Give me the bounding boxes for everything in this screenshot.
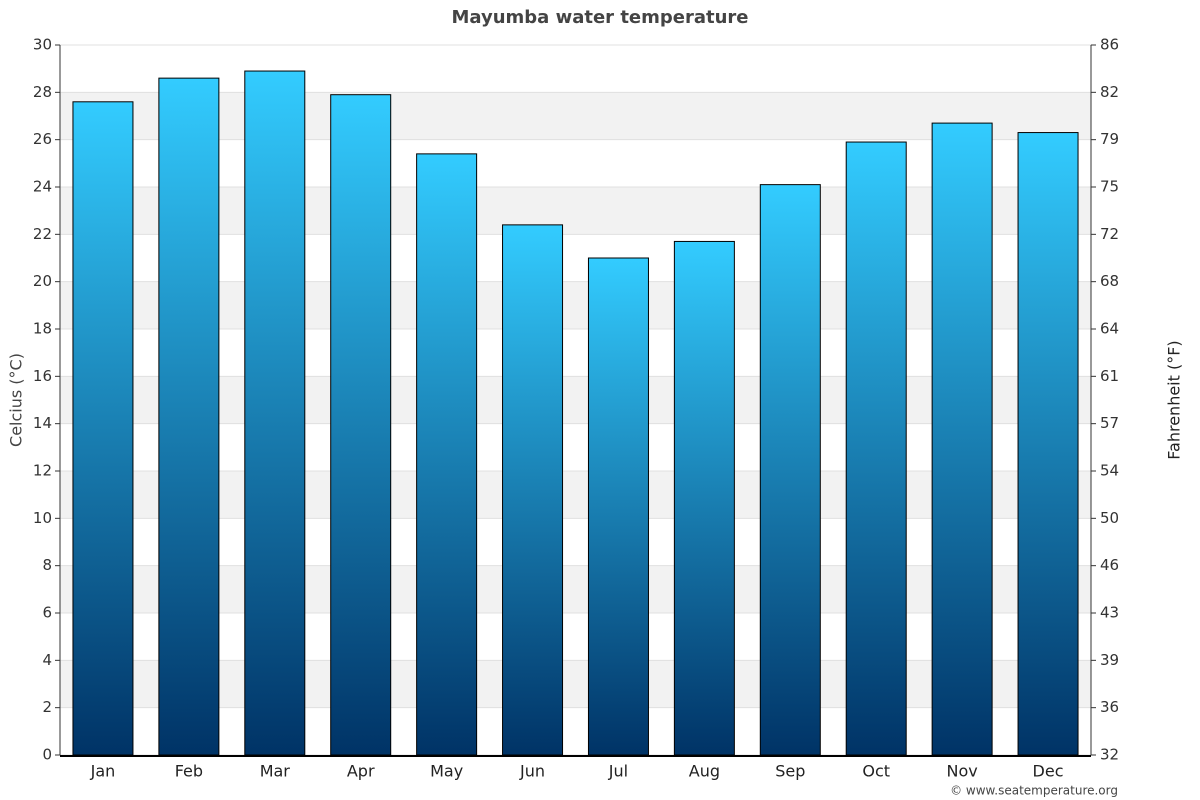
y-tick-label: 26 <box>33 130 52 148</box>
bar <box>72 101 134 756</box>
x-tick-label: Apr <box>347 762 375 781</box>
x-tick-label: Nov <box>947 762 978 781</box>
y-tick-label: 12 <box>33 462 52 480</box>
bar <box>931 122 993 756</box>
y2-tick-label: 64 <box>1100 320 1119 338</box>
x-tick-label: Mar <box>260 762 291 781</box>
y-tick-label: 6 <box>42 604 52 622</box>
y2-tick-label: 36 <box>1100 698 1119 716</box>
grid-band <box>60 281 1091 329</box>
bar <box>587 257 649 756</box>
y2-tick-label: 72 <box>1100 225 1119 243</box>
y2-axis-label: Fahrenheit (°F) <box>1165 340 1184 459</box>
bar <box>244 70 306 756</box>
y2-tick-label: 43 <box>1100 604 1119 622</box>
y-tick-label: 30 <box>33 36 52 54</box>
y2-tick-label: 57 <box>1100 414 1119 432</box>
bar <box>759 184 821 756</box>
y2-tick-label: 68 <box>1100 272 1119 290</box>
x-tick-label: Jan <box>90 762 116 781</box>
x-tick-label: Jul <box>608 762 628 781</box>
chart-title: Mayumba water temperature <box>451 7 748 28</box>
grid-band <box>60 376 1091 424</box>
y-tick-label: 20 <box>33 272 52 290</box>
bar <box>416 153 478 756</box>
y2-tick-label: 61 <box>1100 367 1119 385</box>
bar <box>845 141 907 756</box>
x-tick-label: Dec <box>1033 762 1064 781</box>
bar <box>502 224 564 756</box>
y2-tick-label: 39 <box>1100 651 1119 669</box>
y2-tick-label: 54 <box>1100 462 1119 480</box>
y-tick-label: 10 <box>33 509 52 527</box>
y2-tick-label: 50 <box>1100 509 1119 527</box>
x-tick-label: Feb <box>175 762 203 781</box>
x-tick-label: Jun <box>519 762 545 781</box>
x-tick-label: Sep <box>775 762 805 781</box>
y2-tick-label: 79 <box>1100 130 1119 148</box>
x-tick-label: Oct <box>862 762 890 781</box>
grid-band <box>60 565 1091 613</box>
y-tick-label: 24 <box>33 178 52 196</box>
x-tick-label: May <box>430 762 463 781</box>
grid-band <box>60 660 1091 708</box>
grid-band <box>60 471 1091 519</box>
plot-background <box>60 44 1091 756</box>
y-tick-label: 0 <box>42 746 52 764</box>
bar <box>330 94 392 756</box>
y-tick-label: 14 <box>33 414 52 432</box>
bar <box>1017 132 1079 756</box>
y2-tick-label: 82 <box>1100 83 1119 101</box>
credit: © www.seatemperature.org <box>950 784 1118 798</box>
x-tick-label: Aug <box>689 762 720 781</box>
bar <box>673 240 735 756</box>
y2-tick-label: 75 <box>1100 178 1119 196</box>
y-tick-label: 16 <box>33 367 52 385</box>
y-tick-label: 18 <box>33 320 52 338</box>
grid-band <box>60 92 1091 140</box>
y2-tick-label: 46 <box>1100 556 1119 574</box>
y-tick-label: 2 <box>42 698 52 716</box>
y2-tick-label: 86 <box>1100 36 1119 54</box>
y-tick-label: 28 <box>33 83 52 101</box>
y-tick-label: 22 <box>33 225 52 243</box>
y-tick-label: 8 <box>42 556 52 574</box>
y-tick-label: 4 <box>42 651 52 669</box>
grid-band <box>60 187 1091 235</box>
bar <box>158 77 220 756</box>
y2-tick-label: 32 <box>1100 746 1119 764</box>
y-axis-label: Celcius (°C) <box>7 353 26 447</box>
